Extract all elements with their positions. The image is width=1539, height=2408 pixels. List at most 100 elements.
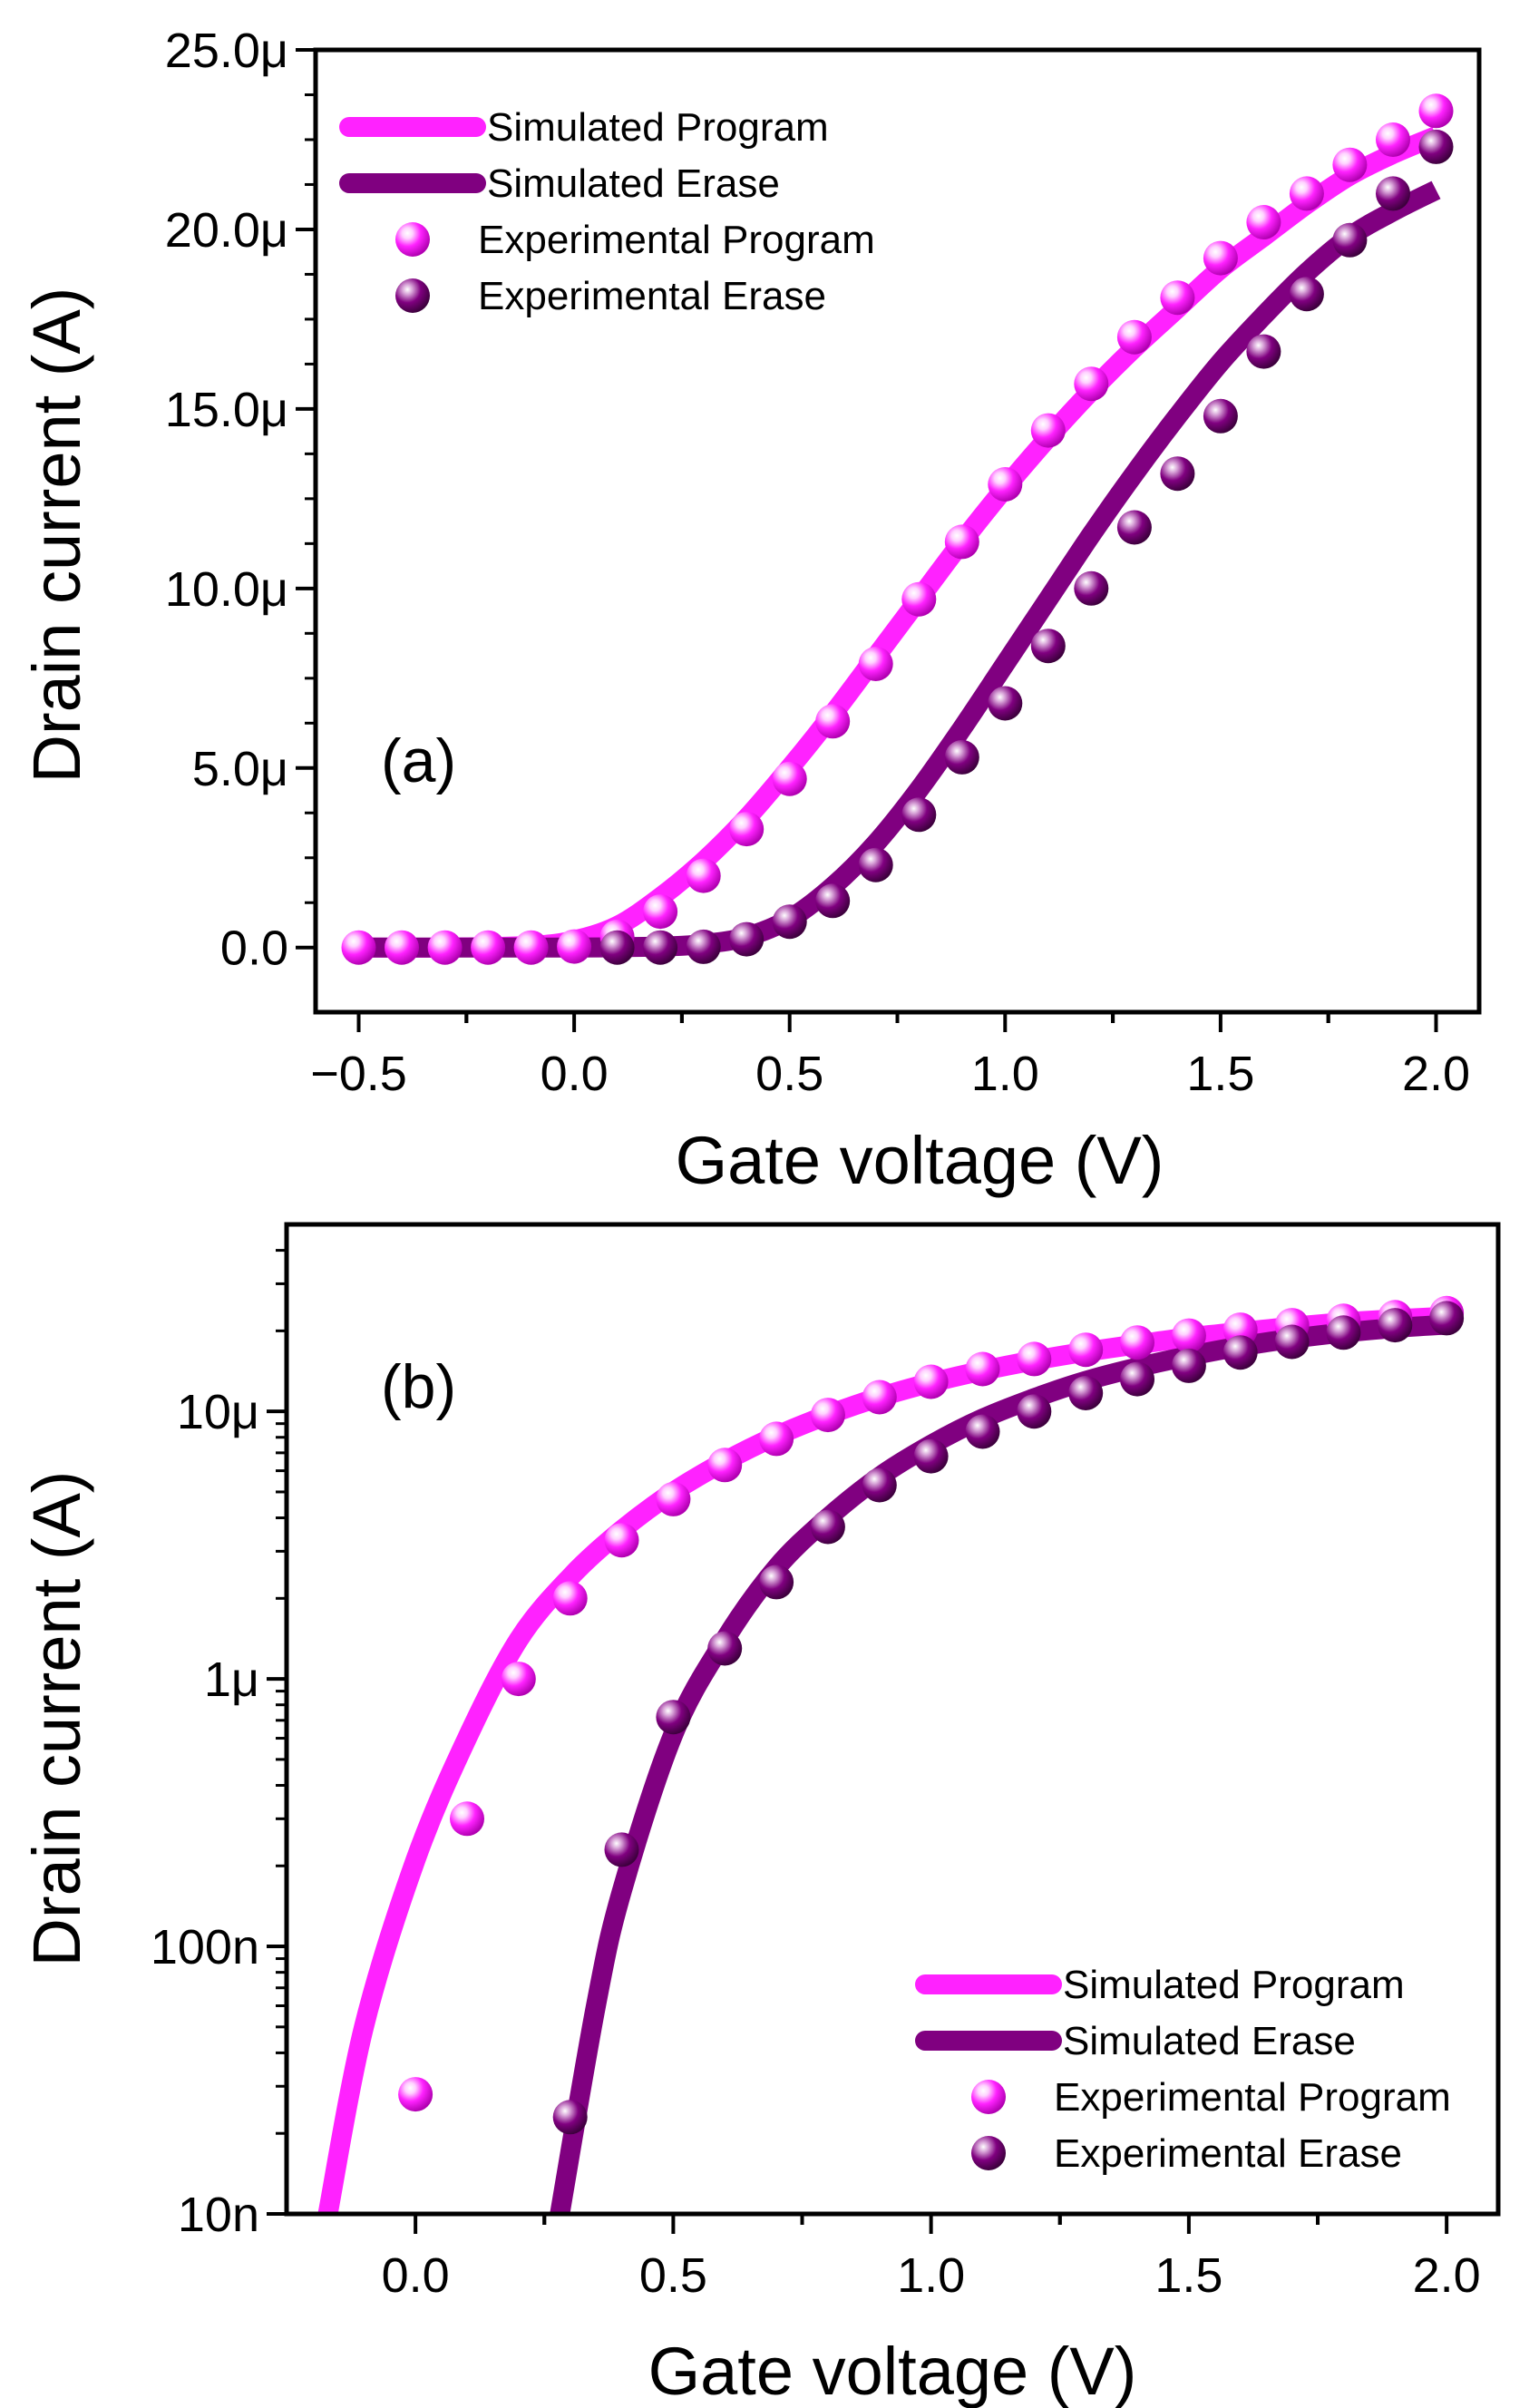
panel-a-x-tick-label: 1.0 <box>971 1047 1039 1101</box>
panel-a-marker-erase <box>1160 456 1195 492</box>
panel-a-marker-program <box>557 929 592 964</box>
panel-b-marker-erase <box>552 2100 588 2135</box>
panel-a-marker-program <box>1030 413 1066 448</box>
panel-a-x-tick-label: −0.5 <box>310 1047 407 1101</box>
panel-b-marker-erase <box>1429 1301 1465 1336</box>
panel-b-x-axis-title: Gate voltage (V) <box>648 2334 1137 2408</box>
panel-a-y-tick-label: 0.0 <box>220 921 288 976</box>
panel-b-marker-erase <box>1274 1324 1310 1360</box>
panel-a-marker-program <box>1160 280 1195 316</box>
panel-b-legend-label: Experimental Erase <box>1054 2131 1402 2176</box>
panel-a-x-tick-label: 0.5 <box>755 1047 823 1101</box>
panel-a-marker-program <box>772 761 807 796</box>
panel-a-y-axis-title: Drain current (A) <box>19 288 94 784</box>
panel-a-marker-erase <box>1030 629 1066 664</box>
panel-b-series <box>317 1295 1465 2217</box>
panel-b-x-tick-label: 0.5 <box>639 2248 707 2303</box>
panel-a-marker-erase <box>686 929 721 964</box>
panel-b-marker-program <box>450 1801 484 1837</box>
panel-a-marker-erase <box>1418 129 1454 164</box>
panel-b-marker-erase <box>1017 1394 1052 1429</box>
panel-a-legend-label: Simulated Program <box>487 105 829 150</box>
panel-a-marker-erase <box>1116 510 1152 545</box>
panel-a-marker-erase <box>988 686 1023 721</box>
panel-a-marker-program <box>1376 122 1410 157</box>
panel-b-x-tick-label: 1.5 <box>1154 2248 1222 2303</box>
panel-b-legend-label: Simulated Program <box>1063 1963 1405 2007</box>
panel-a-marker-program <box>1332 147 1368 182</box>
panel-b-marker-erase <box>1222 1335 1258 1370</box>
panel-b-y-tick-label: 100n <box>151 1920 259 1974</box>
panel-b-marker-erase <box>656 1700 691 1735</box>
panel-b-marker-erase <box>759 1565 794 1600</box>
panel-a-legend-marker-program <box>395 222 430 257</box>
panel-b-legend-label: Experimental Program <box>1054 2075 1451 2120</box>
panel-a-y-tick-label: 5.0μ <box>192 742 288 796</box>
panel-b-marker-program <box>604 1523 639 1558</box>
panel-a-legend-label: Experimental Erase <box>478 274 826 318</box>
panel-a-tag: (a) <box>381 726 456 795</box>
panel-a-marker-program <box>513 930 549 965</box>
panel-a-marker-erase <box>815 883 851 919</box>
panel-a-marker-erase <box>1074 570 1109 606</box>
panel-a-marker-erase <box>1332 222 1368 258</box>
panel-b-marker-erase <box>1068 1376 1104 1410</box>
panel-a-marker-program <box>1203 240 1238 276</box>
panel-a-marker-program <box>729 812 765 847</box>
panel-a-marker-program <box>643 894 678 930</box>
panel-a-marker-erase <box>1246 334 1281 369</box>
panel-a-marker-program <box>686 858 721 893</box>
panel-a-marker-program <box>944 524 979 560</box>
panel-b-y-axis-title: Drain current (A) <box>19 1471 94 1967</box>
panel-a-marker-program <box>471 930 506 965</box>
panel-b-marker-erase <box>1171 1348 1206 1383</box>
panel-a-x-axis-title: Gate voltage (V) <box>676 1123 1164 1198</box>
panel-b-marker-program <box>707 1448 743 1483</box>
panel-b-marker-erase <box>1378 1308 1413 1343</box>
panel-b-marker-program <box>1017 1341 1052 1377</box>
panel-a-marker-erase <box>599 930 635 965</box>
panel-b-marker-program <box>913 1364 949 1399</box>
panel-a-legend: Simulated Program Simulated Erase Experime… <box>339 105 875 318</box>
panel-b-legend-marker-program <box>971 2080 1006 2114</box>
panel-b-marker-program <box>862 1379 897 1415</box>
panel-b-x-tick-label: 0.0 <box>382 2248 450 2303</box>
panel-b-marker-erase <box>1326 1315 1361 1350</box>
panel-a-x-tick-label: 0.0 <box>541 1047 609 1101</box>
panel-a-marker-program <box>901 581 937 617</box>
panel-b-marker-program <box>759 1421 794 1457</box>
panel-a-legend-label: Simulated Erase <box>487 161 780 206</box>
panel-a-y-tick-label: 15.0μ <box>165 383 288 437</box>
panel-b-y-tick-label: 10μ <box>177 1385 259 1439</box>
panel-b-x-tick-label: 1.0 <box>897 2248 965 2303</box>
panel-a-marker-program <box>988 467 1023 502</box>
panel-b-x-tick-label: 2.0 <box>1413 2248 1481 2303</box>
panel-b-marker-erase <box>604 1832 639 1867</box>
panel-b-marker-program <box>965 1351 1000 1387</box>
panel-b-marker-erase <box>810 1509 845 1545</box>
panel-a-marker-program <box>341 930 376 965</box>
panel-a-marker-program <box>1246 205 1281 239</box>
panel-a-marker-program <box>858 647 893 681</box>
panel-b-legend: Simulated Program Simulated Erase Experime… <box>915 1963 1451 2176</box>
panel-a-legend-label: Experimental Program <box>478 218 875 262</box>
panel-b-marker-program <box>810 1398 845 1433</box>
panel-b: 0.0 0.5 1.0 1.5 2.0 10n 100n 1μ 10μ Simulated Pr… <box>19 1222 1501 2408</box>
panel-b-legend-label: Simulated Erase <box>1063 2019 1356 2063</box>
panel-b-marker-program <box>1171 1318 1206 1353</box>
panel-a-ticks: −0.5 0.0 0.5 1.0 1.5 2.0 0.0 5.0μ 10.0μ 15.0μ 20.0… <box>165 24 1470 1101</box>
panel-a-marker-program <box>1074 366 1109 402</box>
panel-a-marker-program <box>427 930 463 965</box>
panel-b-marker-erase <box>913 1438 949 1474</box>
panel-b-marker-program <box>501 1662 536 1697</box>
panel-b-marker-program <box>1068 1332 1104 1368</box>
panel-b-y-tick-label: 1μ <box>204 1652 259 1707</box>
panel-b-marker-erase <box>707 1631 743 1666</box>
panel-b-marker-erase <box>862 1467 897 1503</box>
panel-a-marker-erase <box>944 739 979 775</box>
panel-a-marker-erase <box>729 921 765 957</box>
panel-b-marker-program <box>398 2077 433 2112</box>
panel-a-marker-erase <box>1376 176 1410 211</box>
panel-a-x-tick-label: 1.5 <box>1186 1047 1254 1101</box>
panel-a-marker-erase <box>1203 398 1238 434</box>
